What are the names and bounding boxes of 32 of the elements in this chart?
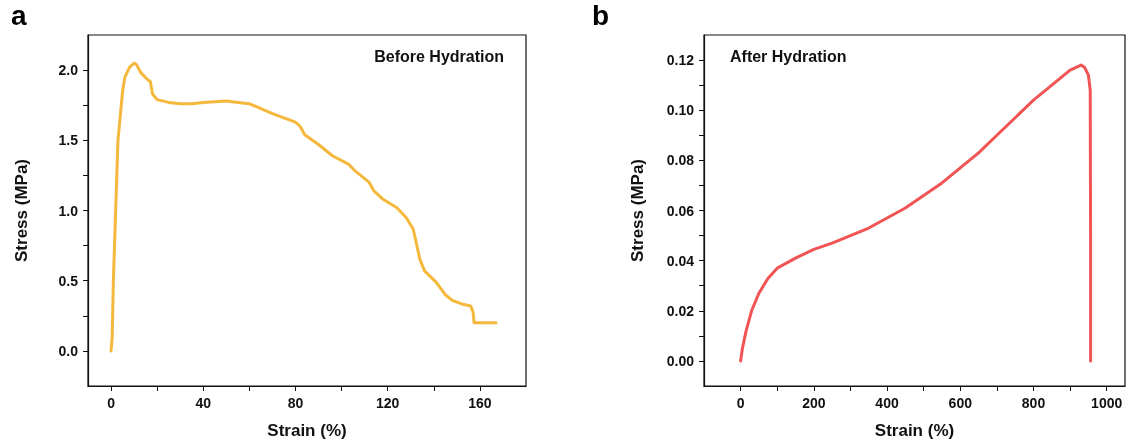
y-tick-label: 0.0	[58, 342, 79, 359]
x-tick-label: 200	[802, 395, 826, 411]
y-tick-label: 0.10	[666, 102, 695, 119]
y-tick-label: 0.00	[666, 352, 695, 369]
y-axis-title: Stress (MPa)	[12, 159, 31, 262]
x-tick-label: 0	[107, 395, 116, 411]
x-tick-label: 800	[1021, 395, 1046, 411]
x-tick-label: 600	[948, 395, 973, 411]
chart-title: a	[11, 0, 27, 31]
y-tick-label: 1.0	[58, 202, 79, 219]
y-tick-label: 2.0	[58, 62, 79, 79]
x-axis-title: Strain (%)	[267, 421, 347, 440]
y-tick-label: 0.12	[666, 52, 695, 69]
x-tick-label: 80	[287, 395, 304, 411]
x-tick-label: 0	[736, 395, 745, 411]
x-tick-label: 400	[875, 395, 899, 411]
x-tick-label: 120	[376, 395, 400, 411]
annotation: After Hydration	[730, 47, 847, 65]
x-tick-label: 40	[195, 395, 212, 411]
y-tick-label: 0.02	[666, 302, 695, 319]
y-tick-label: 1.5	[58, 132, 79, 149]
annotation: Before Hydration	[374, 47, 504, 65]
x-tick-label: 1000	[1091, 395, 1123, 411]
y-axis-title: Stress (MPa)	[628, 159, 647, 262]
y-tick-label: 0.08	[666, 152, 695, 169]
y-tick-label: 0.06	[666, 202, 695, 219]
line-series	[739, 63, 1093, 363]
y-tick-label: 0.04	[666, 252, 695, 269]
chart-title: b	[592, 0, 610, 31]
y-tick-label: 0.5	[58, 272, 79, 289]
x-tick-label: 160	[468, 395, 492, 411]
x-axis-title: Strain (%)	[874, 421, 955, 440]
